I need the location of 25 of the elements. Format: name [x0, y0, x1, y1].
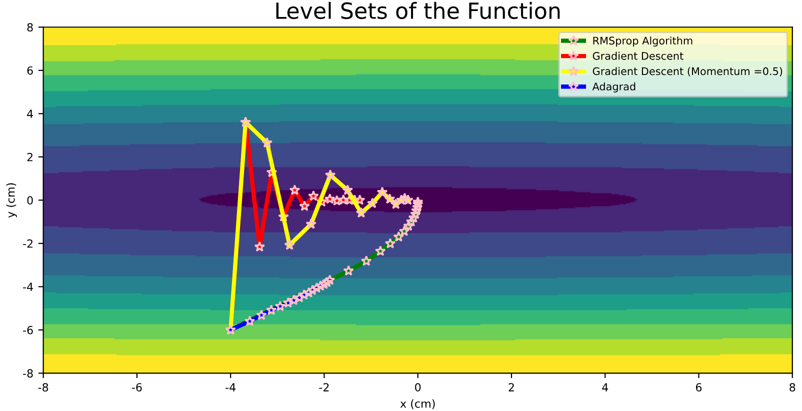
x-tick-label: 8 [790, 383, 796, 392]
legend-label: Gradient Descent [592, 52, 684, 60]
x-tick-label: 2 [508, 383, 514, 392]
y-tick-label: 4 [27, 110, 33, 118]
x-tick-label: -8 [38, 383, 48, 392]
x-tick-label: -2 [319, 383, 329, 392]
x-tick-label: -4 [226, 383, 236, 392]
y-tick-label: 0 [27, 196, 33, 205]
x-tick-label: -6 [132, 383, 142, 392]
legend-label: Adagrad [592, 82, 636, 92]
y-tick-label: -8 [23, 369, 33, 378]
y-tick-label: -4 [23, 282, 33, 291]
legend-label: Gradient Descent (Momentum =0.5) [592, 67, 782, 76]
x-tick-label: 0 [415, 383, 421, 392]
y-tick-label: -6 [23, 326, 33, 334]
y-tick-label: 2 [27, 152, 32, 162]
legend-label: RMSprop Algorithm [593, 36, 692, 47]
y-axis-title: y (cm) [6, 183, 17, 218]
y-tick-label: 6 [27, 66, 33, 75]
y-tick-label: -2 [23, 239, 32, 248]
x-tick-label: 6 [696, 383, 702, 392]
x-axis-title: x (cm) [400, 399, 435, 410]
y-tick-label: 8 [27, 23, 33, 32]
chart-title: Level Sets of the Function [276, 2, 560, 20]
x-tick-label: 4 [602, 383, 608, 392]
